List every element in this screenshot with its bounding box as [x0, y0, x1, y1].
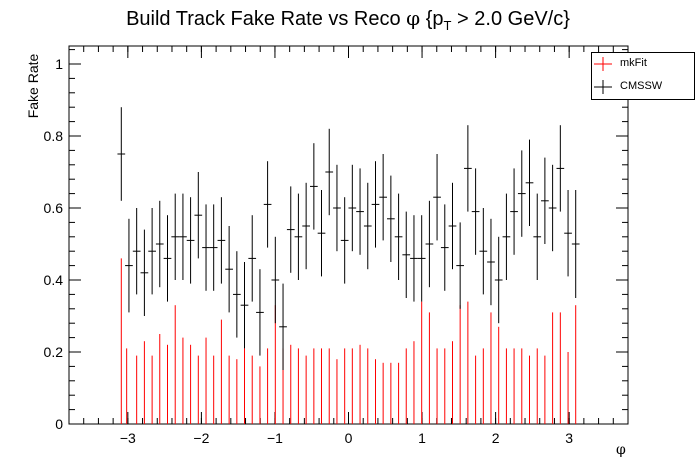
x-tick-label: −1 — [267, 430, 283, 446]
title-rest: > 2.0 GeV/c} — [451, 8, 570, 30]
title-phi: φ — [406, 6, 421, 30]
y-tick-label: 0.4 — [44, 272, 64, 288]
x-tick-label: 3 — [565, 430, 573, 446]
legend-marker-mkfit — [594, 57, 612, 71]
x-tick-label: 2 — [492, 430, 500, 446]
x-tick-label: −3 — [120, 430, 136, 446]
x-tick-label: −2 — [193, 430, 209, 446]
y-tick-label: 0.8 — [44, 128, 64, 144]
y-tick-label: 0.2 — [44, 344, 64, 360]
title-brace-open: {p — [420, 8, 444, 30]
y-tick-label: 1 — [55, 56, 63, 72]
x-tick-label: 1 — [418, 430, 426, 446]
x-tick-label: 0 — [345, 430, 353, 446]
x-axis-label: φ — [616, 442, 626, 458]
title-main: Build Track Fake Rate vs Reco — [126, 8, 407, 30]
legend-label-cmssw: CMSSW — [620, 80, 663, 92]
plot-frame — [68, 45, 629, 425]
legend: mkFit CMSSW — [591, 52, 695, 100]
y-tick-label: 0 — [55, 416, 63, 432]
legend-entry-mkfit: mkFit — [592, 53, 694, 75]
y-tick-label: 0.6 — [44, 200, 64, 216]
legend-entry-cmssw: CMSSW — [592, 76, 694, 98]
chart-title: Build Track Fake Rate vs Reco φ {pT > 2.… — [0, 6, 696, 33]
title-subscript: T — [443, 18, 452, 33]
legend-label-mkfit: mkFit — [620, 57, 647, 69]
legend-marker-cmssw — [594, 80, 612, 94]
